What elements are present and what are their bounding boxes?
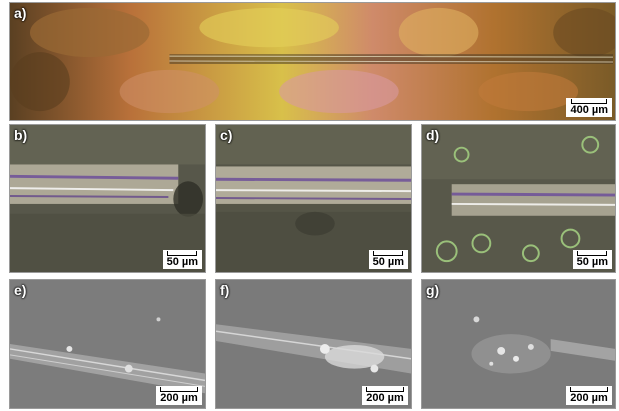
panel-c-image [216, 125, 411, 272]
panel-e-sem: e) 200 µm [9, 279, 206, 409]
panel-e-scale-bar: 200 µm [156, 386, 202, 405]
panel-d-scale-text: 50 µm [576, 256, 608, 268]
panel-c-label: c) [220, 127, 233, 143]
panel-g-sem: g) 200 µm [421, 279, 616, 409]
panel-a-image [10, 3, 615, 120]
panel-g-label: g) [426, 282, 440, 298]
panel-c-scale-bar: 50 µm [368, 250, 408, 269]
panel-b-label: b) [14, 127, 28, 143]
panel-a-scale-text: 400 µm [570, 104, 608, 116]
panel-f-label: f) [220, 282, 230, 298]
panel-c-scale-text: 50 µm [372, 256, 404, 268]
panel-f-scale-bar: 200 µm [362, 386, 408, 405]
panel-g-scale-bar: 200 µm [566, 386, 612, 405]
panel-b-optical-detail: b) 50 µm [9, 124, 206, 273]
panel-b-image [10, 125, 205, 272]
panel-d-optical-detail: d) 50 µm [421, 124, 616, 273]
panel-d-scale-bar: 50 µm [572, 250, 612, 269]
panel-b-scale-text: 50 µm [166, 256, 198, 268]
panel-e-label: e) [14, 282, 27, 298]
panel-a-scale-bar: 400 µm [566, 98, 612, 117]
panel-c-optical-detail: c) 50 µm [215, 124, 412, 273]
panel-a-label: a) [14, 5, 27, 21]
panel-f-image [216, 280, 411, 408]
panel-g-scale-text: 200 µm [570, 392, 608, 404]
panel-d-label: d) [426, 127, 440, 143]
panel-a-optical-overview: a) 400 µm [9, 2, 616, 121]
panel-e-scale-text: 200 µm [160, 392, 198, 404]
panel-b-scale-bar: 50 µm [162, 250, 202, 269]
panel-f-sem: f) 200 µm [215, 279, 412, 409]
panel-f-scale-text: 200 µm [366, 392, 404, 404]
panel-d-image [422, 125, 615, 272]
